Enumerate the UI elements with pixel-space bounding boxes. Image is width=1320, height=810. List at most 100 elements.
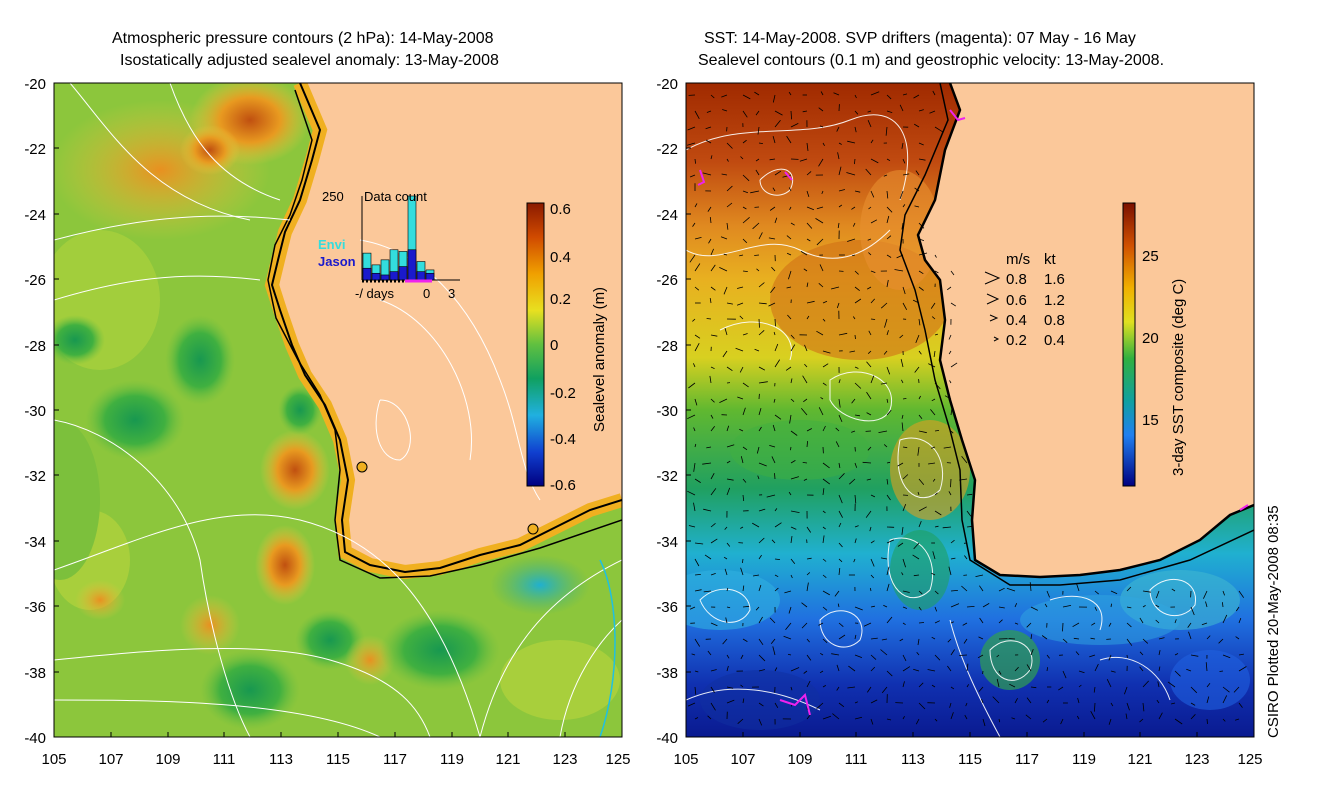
sla-colorbar	[526, 202, 545, 487]
lon-tick: 121	[1127, 751, 1152, 768]
speed-legend-header-kt: kt	[1044, 251, 1057, 268]
jason-count-bar	[407, 249, 417, 281]
lat-tick: -36	[24, 599, 46, 616]
lon-tick: 123	[1184, 751, 1209, 768]
lat-tick: -32	[656, 468, 678, 485]
left-lon-ticks: 105 107 109 111 113 115 117 119 121 123 …	[41, 751, 630, 768]
right-title-line2: Sealevel contours (0.1 m) and geostrophi…	[698, 52, 1165, 69]
lat-tick: -30	[656, 403, 678, 420]
lon-tick: 121	[495, 751, 520, 768]
lat-tick: -22	[656, 141, 678, 158]
jason-count-bar	[398, 266, 408, 281]
inset-series-envi: Envi	[318, 237, 345, 252]
lon-tick: 115	[326, 751, 350, 768]
lat-tick: -24	[656, 207, 678, 224]
lon-tick: 125	[1237, 751, 1262, 768]
inset-xtick-three: 3	[448, 286, 455, 301]
left-lat-ticks: -20 -22 -24 -26 -28 -30 -32 -34 -36 -38 …	[24, 76, 46, 747]
speed-legend-ms: 0.4	[1006, 312, 1027, 329]
jason-count-bar	[416, 271, 426, 281]
jason-count-bar	[380, 274, 390, 281]
lon-tick: 117	[383, 751, 407, 768]
colorbar-tick: 15	[1142, 412, 1159, 429]
inset-xtick-zero: 0	[423, 286, 430, 301]
australia-land-right	[918, 83, 1254, 577]
right-lat-ticks: -20 -22 -24 -26 -28 -30 -32 -34 -36 -38 …	[656, 76, 678, 747]
right-title-line1: SST: 14-May-2008. SVP drifters (magenta)…	[704, 30, 1136, 47]
colorbar-tick: 0	[550, 337, 558, 354]
speed-legend-kt: 0.4	[1044, 332, 1065, 349]
inset-xlabel: -/ days	[355, 286, 395, 301]
speed-legend-kt: 0.8	[1044, 312, 1065, 329]
lat-tick: -34	[24, 534, 46, 551]
coastline-left	[270, 83, 622, 574]
lat-tick: -28	[24, 338, 46, 355]
lat-tick: -40	[24, 730, 46, 747]
speed-legend-header-ms: m/s	[1006, 251, 1030, 268]
pressure-contours	[54, 83, 622, 737]
inset-series-jason: Jason	[318, 254, 356, 269]
lon-tick: 115	[958, 751, 982, 768]
right-lon-ticks: 105 107 109 111 113 115 117 119 121 123 …	[673, 751, 1262, 768]
lon-tick: 111	[213, 751, 236, 768]
left-title-line1: Atmospheric pressure contours (2 hPa): 1…	[112, 30, 494, 47]
speed-legend-ms: 0.8	[1006, 271, 1027, 288]
lat-tick: -22	[24, 141, 46, 158]
right-map	[686, 83, 1254, 737]
lat-tick: -20	[656, 76, 678, 93]
lat-tick: -38	[656, 665, 678, 682]
lat-tick: -20	[24, 76, 46, 93]
colorbar-tick: 0.2	[550, 291, 571, 308]
colorbar-tick: -0.2	[550, 385, 576, 402]
inset-ymax-label: 250	[322, 189, 344, 204]
credit-text: CSIRO Plotted 20-May-2008 08:35	[1265, 505, 1282, 738]
lon-tick: 117	[1015, 751, 1039, 768]
jason-count-bar	[389, 271, 399, 281]
speed-legend-ms: 0.6	[1006, 292, 1027, 309]
lon-tick: 107	[98, 751, 123, 768]
lon-tick: 123	[552, 751, 577, 768]
lat-tick: -36	[656, 599, 678, 616]
lon-tick: 113	[901, 751, 925, 768]
lat-tick: -32	[24, 468, 46, 485]
lon-tick: 119	[440, 751, 464, 768]
sst-colorbar-ticks: 25 20 15	[1142, 248, 1159, 429]
jason-count-bar	[362, 267, 372, 281]
lat-tick: -26	[656, 272, 678, 289]
inset-title: Data count	[364, 189, 427, 204]
lon-tick: 113	[269, 751, 293, 768]
lat-tick: -38	[24, 665, 46, 682]
speed-legend-ms: 0.2	[1006, 332, 1027, 349]
colorbar-tick: 0.4	[550, 249, 571, 266]
speed-legend-kt: 1.6	[1044, 271, 1065, 288]
lat-tick: -40	[656, 730, 678, 747]
coastline-right	[916, 83, 1254, 579]
speed-legend-kt: 1.2	[1044, 292, 1065, 309]
sla-colorbar-ticks: 0.6 0.4 0.2 0 -0.2 -0.4 -0.6	[550, 201, 576, 494]
left-title-line2: Isostatically adjusted sealevel anomaly:…	[120, 52, 499, 69]
lon-tick: 105	[673, 751, 698, 768]
lat-tick: -24	[24, 207, 46, 224]
speed-legend-text: m/s kt 0.8 1.6 0.6 1.2 0.4 0.8 0.2 0.4	[1006, 251, 1065, 349]
colorbar-tick: -0.6	[550, 477, 576, 494]
inset-labels: 250 Data count Envi Jason -/ days 0 3	[318, 189, 455, 301]
lon-tick: 109	[787, 751, 812, 768]
lon-tick: 111	[845, 751, 868, 768]
sst-colorbar-label: 3-day SST composite (deg C)	[1170, 279, 1187, 476]
lon-tick: 109	[155, 751, 180, 768]
lon-tick: 119	[1072, 751, 1096, 768]
tick-marks	[53, 82, 1255, 737]
jason-count-bar	[425, 272, 435, 281]
speed-legend-arrows	[984, 271, 1001, 342]
lon-tick: 105	[41, 751, 66, 768]
lat-tick: -26	[24, 272, 46, 289]
colorbar-tick: 20	[1142, 330, 1159, 347]
sst-colorbar	[1122, 202, 1136, 487]
lon-tick: 107	[730, 751, 755, 768]
data-count-inset	[361, 195, 460, 283]
lon-tick: 125	[605, 751, 630, 768]
lat-tick: -34	[656, 534, 678, 551]
colorbar-tick: 25	[1142, 248, 1159, 265]
lat-tick: -28	[656, 338, 678, 355]
